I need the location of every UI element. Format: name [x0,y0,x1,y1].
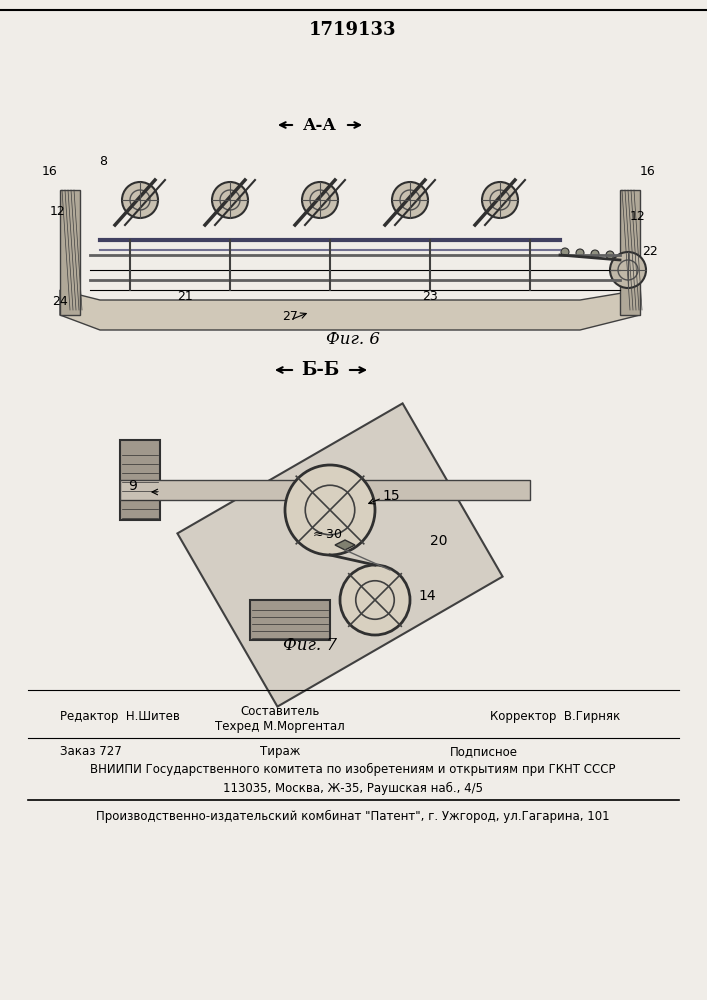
Text: 16: 16 [640,165,656,178]
Text: Тираж: Тираж [259,745,300,758]
Text: Редактор  Н.Шитев: Редактор Н.Шитев [60,710,180,723]
Circle shape [576,249,584,257]
Circle shape [340,565,410,635]
Circle shape [212,182,248,218]
Polygon shape [250,600,330,640]
Polygon shape [60,190,80,315]
Text: 23: 23 [422,290,438,303]
Text: Подписное: Подписное [450,745,518,758]
Circle shape [591,250,599,258]
Text: Заказ 727: Заказ 727 [60,745,122,758]
Text: 14: 14 [418,589,436,603]
Polygon shape [620,190,640,315]
Circle shape [606,251,614,259]
Text: 15: 15 [382,489,399,503]
Text: 27: 27 [282,310,298,323]
Polygon shape [335,540,355,550]
Text: 20: 20 [430,534,448,548]
Text: 113035, Москва, Ж-35, Раушская наб., 4/5: 113035, Москва, Ж-35, Раушская наб., 4/5 [223,782,483,795]
Circle shape [610,252,646,288]
Text: Корректор  В.Гирняк: Корректор В.Гирняк [490,710,620,723]
Text: 9: 9 [129,479,137,493]
Circle shape [392,182,428,218]
Text: Производственно-издательский комбинат "Патент", г. Ужгород, ул.Гагарина, 101: Производственно-издательский комбинат "П… [96,810,610,823]
Polygon shape [177,403,503,707]
Text: Фиг. 6: Фиг. 6 [326,332,380,349]
Text: 22: 22 [642,245,658,258]
Text: Б-Б: Б-Б [301,361,339,379]
Circle shape [285,465,375,555]
Text: 12: 12 [50,205,66,218]
Text: 8: 8 [99,155,107,168]
Polygon shape [60,290,640,330]
Text: ВНИИПИ Государственного комитета по изобретениям и открытиям при ГКНТ СССР: ВНИИПИ Государственного комитета по изоб… [90,763,616,776]
Text: 12: 12 [630,210,646,223]
Circle shape [122,182,158,218]
Polygon shape [120,440,160,520]
Circle shape [561,248,569,256]
Text: 24: 24 [52,295,68,308]
Text: Составитель
Техред М.Моргентал: Составитель Техред М.Моргентал [215,705,345,733]
Text: 16: 16 [42,165,58,178]
Text: $\approx$30: $\approx$30 [310,528,342,541]
Text: А-А: А-А [303,116,337,133]
Text: 21: 21 [177,290,193,303]
Circle shape [482,182,518,218]
Polygon shape [120,480,530,500]
Text: 1719133: 1719133 [309,21,397,39]
Text: Фиг. 7: Фиг. 7 [283,637,337,654]
Circle shape [302,182,338,218]
